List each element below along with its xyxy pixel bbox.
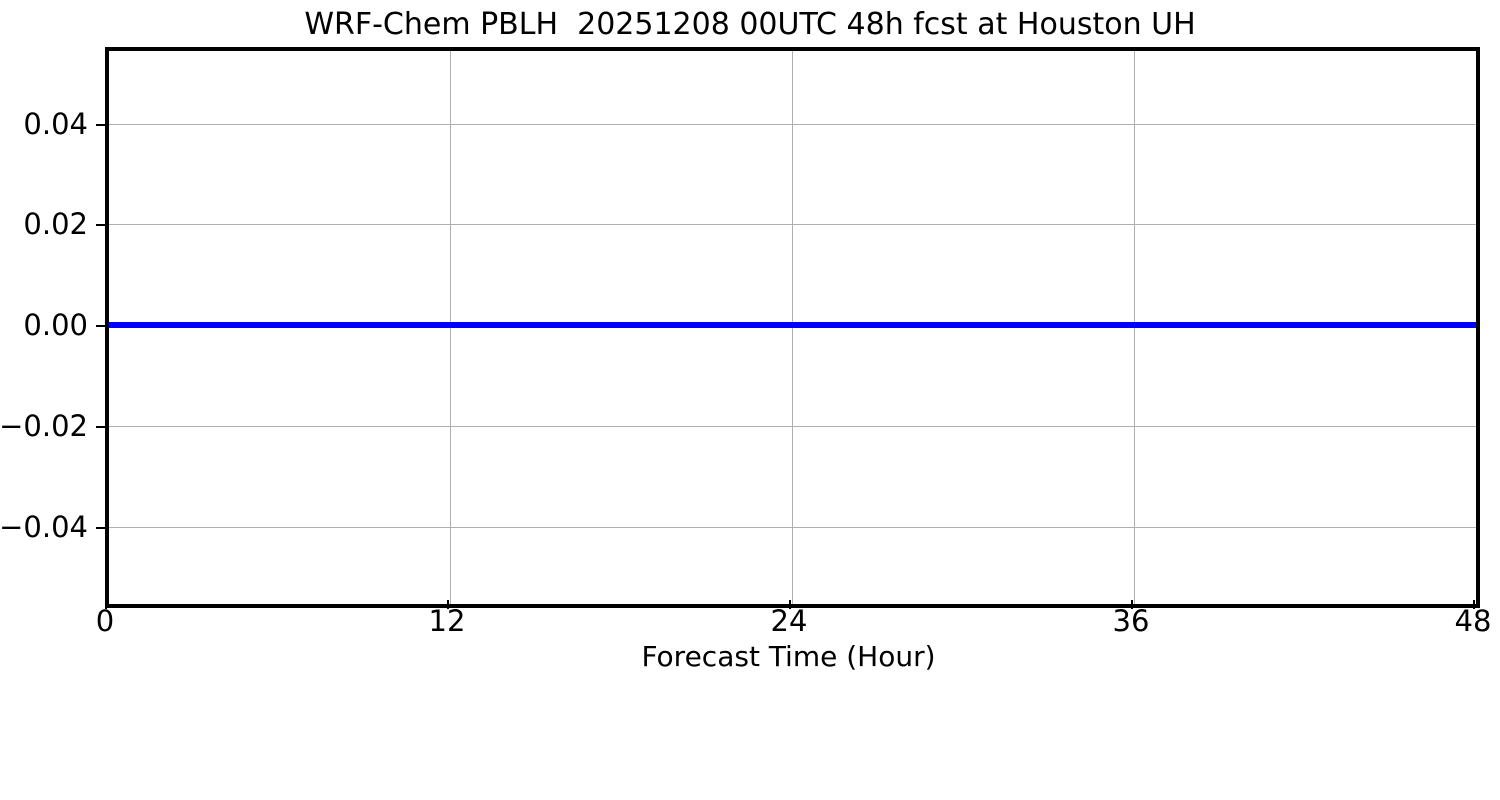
series-line-pblh — [109, 322, 1476, 328]
plot-inner — [109, 51, 1476, 604]
y-tick-mark — [96, 325, 105, 327]
y-tick-mark — [96, 426, 105, 428]
chart-title: WRF-Chem PBLH 20251208 00UTC 48h fcst at… — [304, 7, 1196, 42]
x-tick-mark — [789, 600, 791, 609]
x-tick-label: 48 — [1454, 604, 1492, 638]
y-tick-mark — [96, 527, 105, 529]
y-tick-label: 0.02 — [23, 207, 88, 241]
plot-area — [105, 47, 1480, 608]
x-tick-label: 36 — [1112, 604, 1150, 638]
y-tick-label: 0.04 — [23, 107, 88, 141]
x-axis-label: Forecast Time (Hour) — [641, 640, 936, 673]
x-tick-mark — [1473, 600, 1475, 609]
x-tick-mark — [1131, 600, 1133, 609]
y-tick-label: −0.02 — [0, 409, 88, 443]
y-tick-mark — [96, 224, 105, 226]
x-tick-label: 0 — [95, 604, 115, 638]
x-tick-mark — [447, 600, 449, 609]
y-tick-label: −0.04 — [0, 510, 88, 544]
y-tick-label: 0.00 — [23, 308, 88, 342]
x-tick-mark — [105, 600, 107, 609]
x-tick-label: 12 — [428, 604, 466, 638]
x-tick-label: 24 — [770, 604, 808, 638]
y-tick-mark — [96, 124, 105, 126]
